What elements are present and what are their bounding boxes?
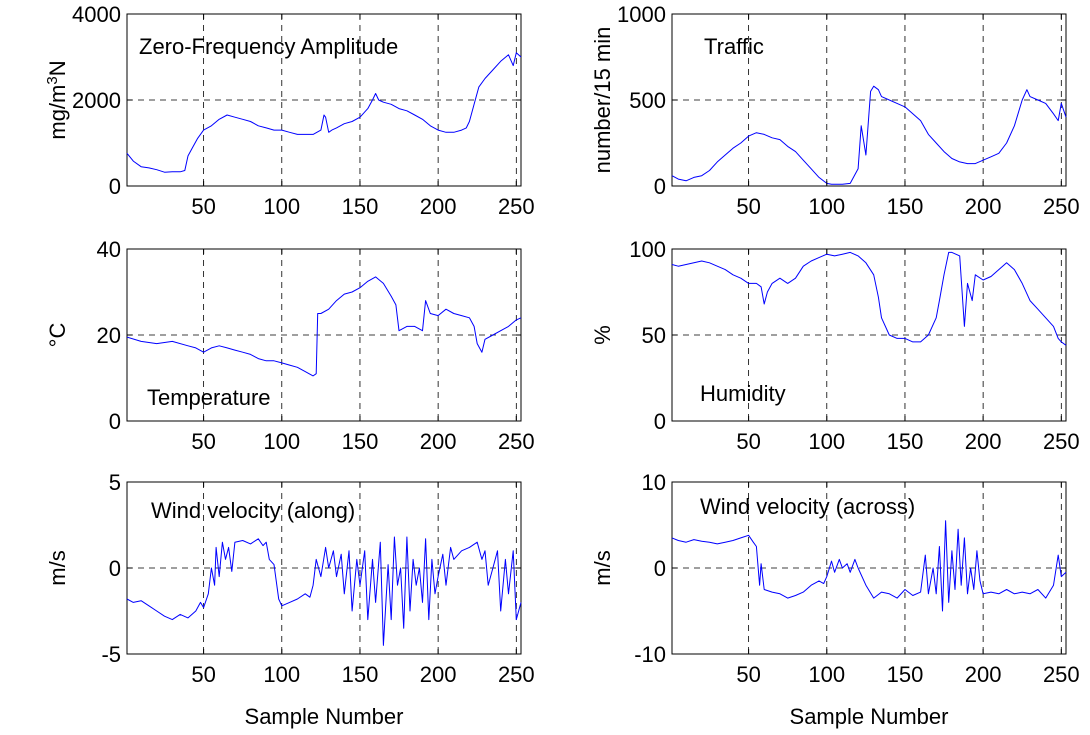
x-tick-label-250: 250 — [1043, 194, 1080, 219]
x-tick-label-250: 250 — [498, 194, 535, 219]
x-tick-label-150: 150 — [887, 429, 924, 454]
plot-area — [126, 248, 522, 422]
panel-wind-across: 50 100 150 200 250 -10 0 10 Wind velocity (acros… — [590, 470, 1080, 729]
y-tick-label-0: 0 — [109, 174, 121, 199]
y-tick-label-5: -5 — [101, 642, 121, 667]
x-tick-label-150: 150 — [342, 429, 379, 454]
annotation-wind-velocity-along: Wind velocity (along) — [151, 498, 355, 523]
y-tick-label-20: 20 — [97, 323, 121, 348]
y-tick-label-4000: 4000 — [72, 2, 121, 27]
y-tick-label-100: 100 — [629, 237, 666, 262]
series-line-wind-velocity-along — [126, 536, 522, 646]
y-tick-label-1000: 1000 — [617, 2, 666, 27]
y-axis-label: % — [590, 325, 615, 345]
x-tick-label-200: 200 — [965, 662, 1002, 687]
annotation-temperature: Temperature — [147, 385, 271, 410]
series-line-zero-frequency-amplitude — [126, 52, 522, 173]
x-tick-label-150: 150 — [342, 662, 379, 687]
y-axis-label: °C — [45, 323, 70, 348]
x-tick-label-50: 50 — [736, 662, 760, 687]
x-axis-label: Sample Number — [245, 704, 404, 729]
x-tick-label-200: 200 — [965, 429, 1002, 454]
y-tick-label-5: 5 — [109, 470, 121, 495]
annotation-humidity: Humidity — [700, 381, 786, 406]
panel-temperature: 50 100 150 200 250 0 20 40 Temperature °C — [45, 237, 535, 454]
x-tick-label-150: 150 — [887, 662, 924, 687]
y-tick-label-0: 0 — [654, 556, 666, 581]
y-axis-label: mg/m3N — [44, 60, 71, 139]
x-axis-label: Sample Number — [790, 704, 949, 729]
panel-traffic: 50 100 150 200 250 0 500 1000 Traffic number/15 m… — [590, 2, 1080, 219]
annotation-zero-frequency-amplitude: Zero-Frequency Amplitude — [139, 34, 398, 59]
plot-area — [671, 248, 1067, 422]
panel-wind-along: 50 100 150 200 250 -5 0 5 Wind velocity (along) m… — [45, 470, 535, 729]
y-axis-label: number/15 min — [590, 27, 615, 174]
annotation-traffic: Traffic — [704, 34, 764, 59]
x-tick-label-50: 50 — [736, 429, 760, 454]
plot-area — [126, 481, 522, 655]
plot-area — [671, 481, 1067, 655]
y-tick-label-40: 40 — [97, 237, 121, 262]
y-tick-label-2000: 2000 — [72, 88, 121, 113]
x-tick-label-250: 250 — [1043, 662, 1080, 687]
x-tick-label-200: 200 — [420, 429, 457, 454]
y-axis-label-superscript: 3 — [44, 76, 61, 84]
series-line-wind-velocity-across — [671, 520, 1067, 612]
y-axis-label: m/s — [590, 550, 615, 585]
x-tick-label-50: 50 — [191, 662, 215, 687]
x-tick-label-50: 50 — [736, 194, 760, 219]
x-tick-label-200: 200 — [420, 662, 457, 687]
x-tick-label-100: 100 — [808, 429, 845, 454]
y-tick-label-0: 0 — [109, 556, 121, 581]
x-tick-label-250: 250 — [1043, 429, 1080, 454]
x-tick-label-150: 150 — [342, 194, 379, 219]
plot-area — [126, 13, 522, 187]
x-tick-label-100: 100 — [263, 429, 300, 454]
x-tick-label-50: 50 — [191, 194, 215, 219]
plot-area — [671, 13, 1067, 187]
x-tick-label-150: 150 — [887, 194, 924, 219]
y-tick-label-50: 50 — [642, 323, 666, 348]
x-tick-label-100: 100 — [263, 662, 300, 687]
series-line-temperature — [126, 276, 522, 377]
y-tick-label-10: 10 — [642, 470, 666, 495]
series-line-humidity — [671, 251, 1067, 346]
panel-zero-frequency-amplitude: 50 100 150 200 250 0 2000 4000 Zero-Frequency Am… — [44, 2, 535, 219]
series-line-traffic — [671, 85, 1067, 185]
x-tick-label-100: 100 — [808, 194, 845, 219]
x-tick-label-100: 100 — [808, 662, 845, 687]
x-tick-label-50: 50 — [191, 429, 215, 454]
y-tick-label-0: 0 — [654, 409, 666, 434]
panel-humidity: 50 100 150 200 250 0 50 100 Humidity% — [590, 237, 1080, 454]
x-tick-label-250: 250 — [498, 662, 535, 687]
y-tick-label-0: 0 — [109, 409, 121, 434]
y-tick-label-0: 0 — [654, 174, 666, 199]
x-tick-label-100: 100 — [263, 194, 300, 219]
x-tick-label-200: 200 — [965, 194, 1002, 219]
y-tick-label-10: -10 — [634, 642, 666, 667]
x-tick-label-200: 200 — [420, 194, 457, 219]
x-tick-label-250: 250 — [498, 429, 535, 454]
y-tick-label-500: 500 — [629, 88, 666, 113]
annotation-wind-velocity-across: Wind velocity (across) — [700, 494, 915, 519]
y-axis-label: m/s — [45, 550, 70, 585]
